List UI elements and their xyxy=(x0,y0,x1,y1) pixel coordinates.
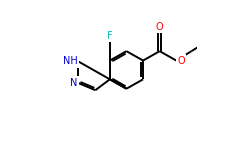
Text: O: O xyxy=(156,22,164,32)
Text: NH: NH xyxy=(62,56,77,66)
Text: N: N xyxy=(70,78,77,88)
Text: O: O xyxy=(177,56,185,66)
Text: F: F xyxy=(107,31,113,41)
